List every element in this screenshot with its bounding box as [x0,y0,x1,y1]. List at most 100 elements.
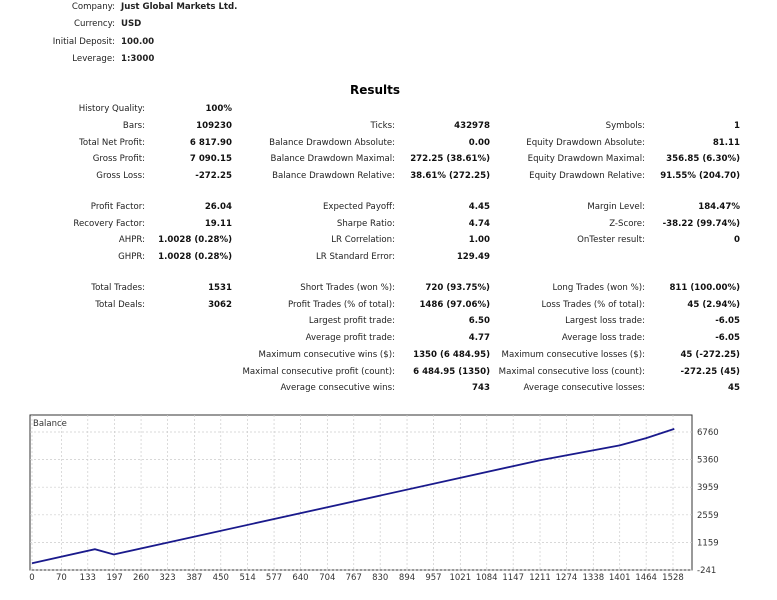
x-tick-label: 387 [186,573,202,583]
results-row: Recovery Factor: 19.11 Sharpe Ratio: 4.74 Z-… [0,216,777,233]
stat-label: GHPR: [118,252,145,262]
results-row: GHPR: 1.0028 (0.28%) LR Standard Error: 129… [0,249,777,266]
stat-label: Balance Drawdown Maximal: [270,154,395,165]
y-tick-label: 1159 [697,538,719,548]
stat-value: 4.77 [468,333,490,343]
stat-value: 6 817.90 [189,137,232,148]
header-row: Company: Just Global Markets Ltd. [0,0,777,17]
stat-value: 45 [728,383,740,394]
stat-label: Recovery Factor: [73,218,145,229]
stat-label: Sharpe Ratio: [336,218,395,229]
stat-label: Ticks: [370,120,395,131]
stat-label: Balance Drawdown Absolute: [269,137,395,148]
stat-label: Symbols: [605,120,645,131]
x-tick-label: 1147 [502,573,524,583]
x-tick-label: 323 [159,573,175,583]
x-tick-label: 1401 [609,573,631,583]
header-label: Initial Deposit: [52,36,115,47]
stat-value: -6.05 [715,316,740,327]
x-tick-label: 0 [29,573,34,583]
stat-label: Z-Score: [609,218,645,229]
results-row: Bars: 109230 Ticks: 432978 Symbols: 1 [0,118,777,135]
stat-value: 100% [205,104,232,114]
stat-label: Largest profit trade: [308,316,395,327]
x-tick-label: 197 [107,573,123,583]
x-tick-label: 70 [56,573,67,583]
stat-label: Long Trades (won %): [552,282,646,293]
stat-value: 184.47% [698,201,740,212]
stat-label: Total Net Profit: [79,137,145,148]
y-tick-label: 5360 [697,456,719,466]
x-tick-label: 1464 [635,573,657,583]
results-row: Total Trades: 1531 Short Trades (won %): 72… [0,280,777,297]
header-label: Currency: [74,19,115,30]
stat-value: 432978 [454,120,490,131]
stat-value: 129.49 [456,252,490,262]
stat-label: Equity Drawdown Absolute: [526,137,645,148]
header-value: Just Global Markets Ltd. [121,2,238,12]
balance-chart: 0 70 133 197 260 323 387 450 514 577 640 704 767 830 8… [29,414,719,583]
x-tick-label: 894 [399,573,415,583]
x-tick-label: 450 [213,573,229,583]
stat-value: 1.0028 (0.28%) [158,252,232,262]
x-tick-label: 830 [372,573,388,583]
header-value: 1:3000 [121,53,155,64]
header-row: Initial Deposit: 100.00 [0,35,777,52]
stat-value: 81.11 [712,137,740,148]
stat-value: 3062 [208,299,232,310]
x-tick-label: 260 [133,573,149,583]
stat-label: Average profit trade: [305,333,395,343]
y-tick-label: -241 [697,566,716,576]
stat-value: 109230 [196,120,232,131]
stat-label: AHPR: [118,235,145,246]
stat-label: OnTester result: [577,235,645,246]
stat-value: -6.05 [715,333,740,343]
header-value: 100.00 [121,36,155,47]
stat-value: 1.0028 (0.28%) [158,235,232,246]
stat-label: LR Standard Error: [315,252,395,262]
stat-label: Short Trades (won %): [300,282,395,293]
results-row: Maximum consecutive wins ($): 1350 (6 484… [0,347,777,364]
x-tick-label: 767 [346,573,362,583]
results-row: Largest profit trade: 6.50 Largest loss tr… [0,313,777,330]
stat-value: 45 (-272.25) [680,349,740,360]
results-row: Total Net Profit: 6 817.90 Balance Drawdow… [0,135,777,152]
results-row: AHPR: 1.0028 (0.28%) LR Correlation: 1.00 On… [0,232,777,249]
stat-label: Maximum consecutive losses ($): [501,349,645,360]
stat-label: Equity Drawdown Relative: [529,171,645,181]
stat-value: 811 (100.00%) [669,282,740,293]
x-tick-label: 514 [240,573,256,583]
x-tick-label: 1274 [556,573,578,583]
header-label: Company: [71,2,115,12]
x-tick-label: 1021 [449,573,471,583]
header-row: Leverage: 1:3000 [0,52,777,69]
results-row: Gross Loss: -272.25 Balance Drawdown Relat… [0,168,777,185]
stat-label: Equity Drawdown Maximal: [527,154,645,165]
x-tick-label: 577 [266,573,282,583]
x-tick-label: 1211 [529,573,551,583]
stat-value: 6 484.95 (1350) [413,366,490,377]
stat-value: 38.61% (272.25) [410,171,490,181]
stat-value: 272.25 (38.61%) [410,154,490,165]
stat-value: -272.25 (45) [680,366,740,377]
stat-label: Gross Profit: [92,154,145,165]
stat-label: Gross Loss: [96,171,145,181]
y-tick-label: 6760 [697,428,719,438]
stat-value: 1531 [208,282,232,293]
stat-value: 6.50 [468,316,490,327]
stat-label: Margin Level: [587,201,645,212]
stat-label: Maximum consecutive wins ($): [258,349,395,360]
balance-line [31,428,675,565]
results-row: Gross Profit: 7 090.15 Balance Drawdown Ma… [0,151,777,168]
stat-label: Average consecutive wins: [280,383,395,394]
stat-value: 4.74 [468,218,490,229]
header-value: USD [121,19,142,30]
x-tick-label: 957 [425,573,441,583]
stat-value: 743 [472,383,490,394]
spacer [0,185,777,199]
stat-label: Maximal consecutive loss (count): [498,366,645,377]
stat-label: LR Correlation: [331,235,395,246]
stat-value: 26.04 [204,201,232,212]
stat-value: 1 [734,120,740,131]
stat-label: Total Trades: [91,282,145,293]
